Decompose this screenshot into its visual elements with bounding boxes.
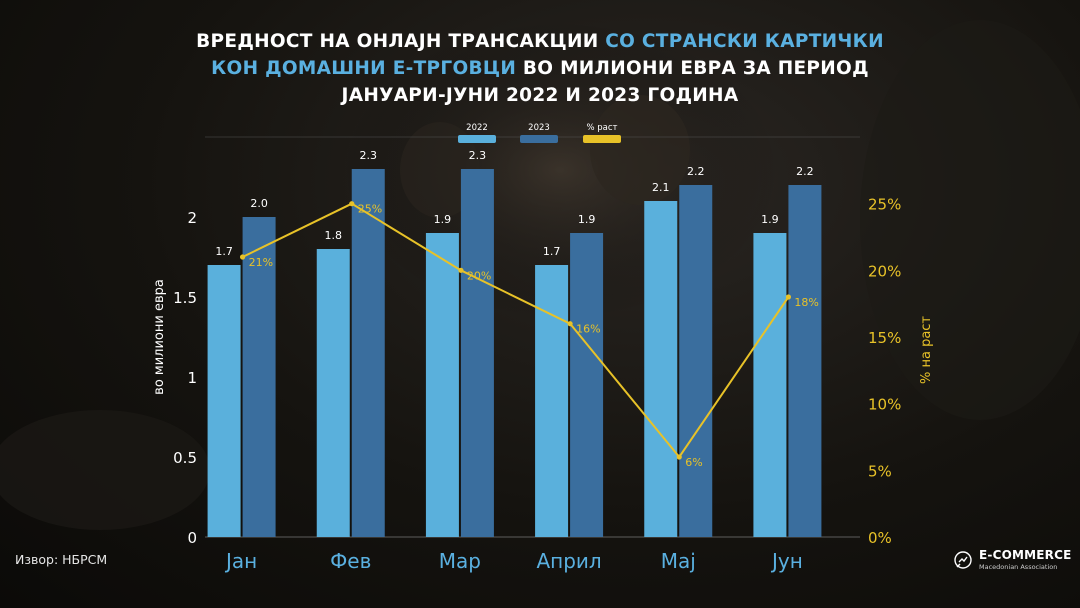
growth-label: 20%	[467, 269, 491, 282]
data-label-2022: 1.9	[434, 213, 452, 226]
title-part-5: ЈАНУАРИ-ЈУНИ 2022 И 2023 ГОДИНА	[341, 85, 739, 106]
bar-2023-2	[351, 169, 385, 537]
legend-label: 2023	[528, 123, 550, 133]
chart-title: ВРЕДНОСТ НА ОНЛАЈН ТРАНСАКЦИИ СО СТРАНСК…	[120, 28, 960, 109]
bar-2023-3	[460, 169, 494, 537]
logo-main-text: E-COMMERCE	[979, 548, 1072, 562]
y-tick-label-right: 0%	[868, 529, 892, 547]
growth-label: 25%	[358, 203, 382, 216]
y-axis-title-left: во милиони евра	[152, 279, 167, 395]
bar-2023-1	[242, 217, 276, 537]
data-label-2023: 2.2	[796, 165, 814, 178]
growth-point-6	[785, 294, 792, 300]
growth-label: 18%	[794, 296, 818, 309]
x-tick-label: Април	[536, 549, 601, 573]
title-highlight-1: СО СТРАНСКИ КАРТИЧКИ	[605, 31, 884, 52]
y-tick-label-right: 20%	[868, 262, 901, 280]
y-tick-label-right: 25%	[868, 196, 901, 214]
legend-label: % раст	[586, 123, 617, 133]
growth-point-3	[458, 267, 464, 273]
bar-2022-4	[535, 265, 569, 537]
growth-point-1	[239, 254, 246, 260]
y-tick-label-left: 0.5	[173, 449, 197, 467]
bar-2023-6	[788, 185, 822, 537]
data-label-2023: 1.9	[578, 213, 596, 226]
x-tick-label: Јан	[224, 549, 257, 573]
data-label-2023: 2.3	[469, 149, 487, 162]
bar-2022-2	[316, 249, 350, 537]
bar-2022-1	[207, 265, 241, 537]
y-axis-title-right: % на раст	[919, 316, 934, 384]
legend-swatch	[583, 135, 621, 143]
title-highlight-2: КОН ДОМАШНИ Е-ТРГОВЦИ	[211, 58, 517, 79]
y-tick-label-right: 10%	[868, 396, 901, 414]
title-part-4: ВО МИЛИОНИ ЕВРА ЗА ПЕРИОД	[516, 58, 869, 79]
source-note: Извор: НБРСМ	[15, 552, 108, 567]
bar-2022-3	[425, 233, 459, 537]
logo: E-COMMERCE Macedonian Association	[953, 546, 1071, 576]
data-label-2022: 1.9	[761, 213, 779, 226]
growth-label: 6%	[685, 456, 702, 469]
legend-label: 2022	[466, 123, 488, 133]
bar-2022-5	[644, 201, 678, 537]
title-part-1: ВРЕДНОСТ НА ОНЛАЈН ТРАНСАКЦИИ	[196, 31, 606, 52]
y-tick-label-left: 2	[187, 209, 197, 227]
x-tick-label: Јун	[770, 549, 803, 573]
y-tick-label-left: 1	[187, 369, 197, 387]
data-label-2022: 1.8	[325, 229, 343, 242]
legend-swatch	[458, 135, 496, 143]
data-label-2022: 1.7	[215, 245, 233, 258]
data-label-2023: 2.3	[360, 149, 378, 162]
growth-label: 21%	[249, 256, 273, 269]
x-tick-label: Мар	[439, 549, 481, 573]
data-label-2023: 2.0	[250, 197, 268, 210]
data-label-2023: 2.2	[687, 165, 705, 178]
y-tick-label-right: 5%	[868, 462, 892, 480]
bar-2023-5	[679, 185, 713, 537]
y-tick-label-left: 1.5	[173, 289, 197, 307]
growth-point-4	[567, 321, 573, 327]
growth-label: 16%	[576, 323, 600, 336]
logo-sub-text: Macedonian Association	[979, 563, 1058, 571]
y-tick-label-right: 15%	[868, 329, 901, 347]
growth-point-5	[676, 454, 682, 460]
x-tick-label: Мај	[661, 549, 696, 573]
bar-2022-6	[753, 233, 787, 537]
logo-icon	[954, 551, 972, 569]
bar-2023-4	[570, 233, 604, 537]
x-tick-label: Фев	[330, 549, 371, 573]
growth-point-2	[349, 201, 355, 207]
data-label-2022: 2.1	[652, 181, 670, 194]
data-label-2022: 1.7	[543, 245, 561, 258]
growth-line	[242, 202, 790, 459]
y-tick-label-left: 0	[187, 529, 197, 547]
legend-swatch	[520, 135, 558, 143]
